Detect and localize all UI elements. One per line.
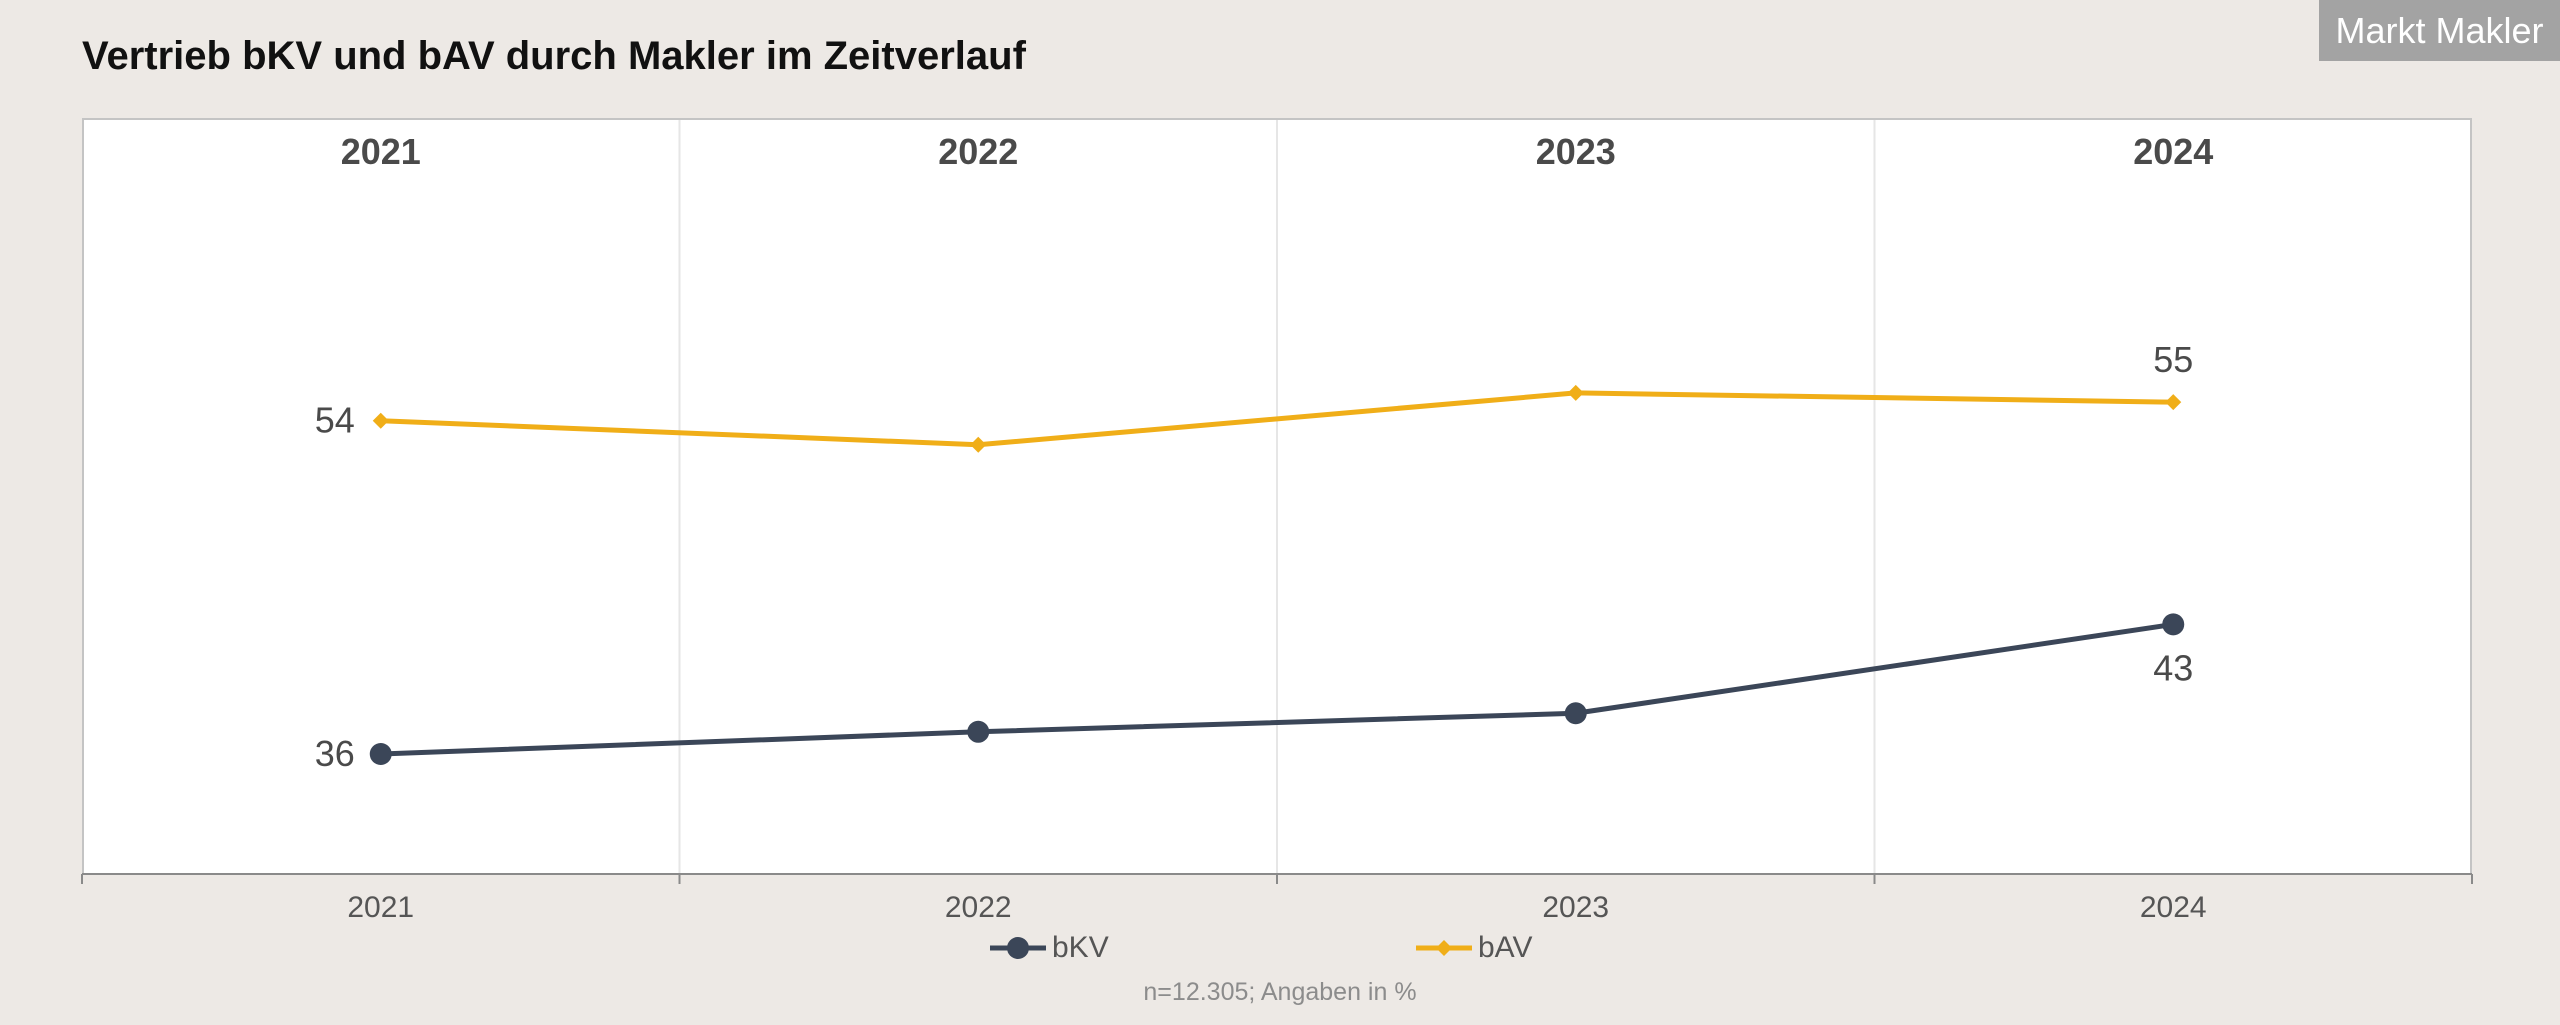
chart-title: Vertrieb bKV und bAV durch Makler im Zei…	[82, 34, 1026, 78]
sample-note: n=12.305; Angaben in %	[1143, 978, 1417, 1006]
brand-badge: Markt Makler	[2319, 0, 2560, 61]
data-label-bkv-2021: 36	[315, 733, 355, 774]
legend-diamond-icon	[1416, 940, 1472, 956]
legend-circle-icon	[990, 937, 1046, 959]
x-tick-label-2023: 2023	[1542, 891, 1609, 924]
point-bav-2022	[970, 436, 987, 453]
legend-marker-bkv	[1007, 937, 1029, 959]
data-label-bav-2024: 55	[2153, 339, 2193, 380]
column-header-2024: 2024	[2133, 131, 2213, 172]
point-bkv-2021	[369, 743, 392, 765]
point-bkv-2023	[1564, 702, 1587, 725]
column-header-2021: 2021	[341, 131, 421, 172]
column-header-2023: 2023	[1536, 131, 1616, 172]
x-tick-label-2024: 2024	[2140, 891, 2207, 924]
data-label-bkv-2024: 43	[2153, 647, 2193, 688]
legend-marker-bav	[1436, 940, 1452, 956]
column-header-2022: 2022	[938, 131, 1018, 172]
legend-label-bav: bAV	[1478, 931, 1533, 964]
series-line-bav	[380, 390, 2174, 448]
x-tick-label-2021: 2021	[347, 891, 414, 924]
legend-item-bkv[interactable]: bKV	[988, 928, 1109, 968]
legend-label-bkv: bKV	[1052, 931, 1109, 964]
data-label-bav-2021: 54	[315, 400, 355, 441]
point-bkv-2024	[2162, 613, 2185, 636]
point-bav-2024	[2165, 394, 2182, 411]
x-tick-label-2022: 2022	[945, 891, 1012, 924]
legend-item-bav[interactable]: bAV	[1414, 928, 1532, 968]
point-bkv-2022	[967, 720, 990, 743]
series-line-bkv	[380, 621, 2174, 757]
point-bav-2021	[372, 412, 389, 429]
point-bav-2023	[1567, 384, 1584, 401]
